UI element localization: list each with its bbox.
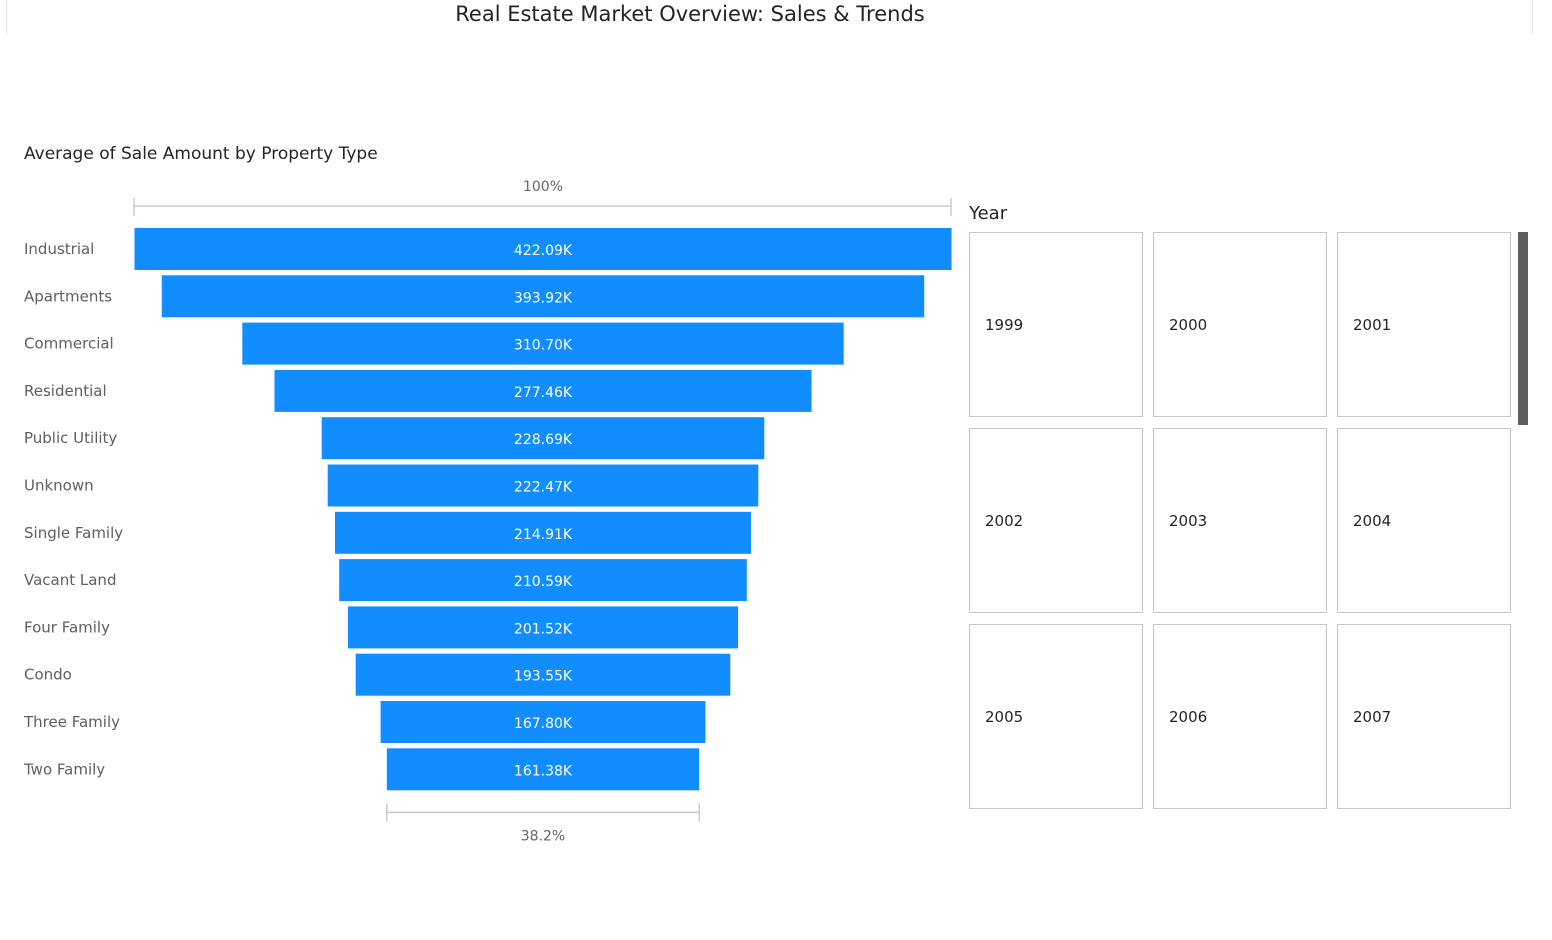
bar-data-label: 228.69K — [514, 432, 573, 448]
year-slicer: 1999 2000 2001 2002 2003 2004 2005 2006 … — [969, 232, 1511, 809]
category-label: Vacant Land — [24, 571, 116, 589]
page-frame — [6, 0, 1533, 34]
bottom-percent-bracket: 38.2% — [386, 803, 700, 844]
funnel-bar[interactable] — [335, 511, 751, 554]
bar-data-label: 214.91K — [514, 527, 573, 543]
year-tile[interactable]: 2004 — [1337, 428, 1511, 613]
year-tile[interactable]: 2003 — [1153, 428, 1327, 613]
year-tile[interactable]: 1999 — [969, 232, 1143, 417]
category-label: Public Utility — [24, 429, 117, 447]
bar-data-label: 393.92K — [514, 290, 573, 306]
slicer-scrollbar[interactable] — [1518, 232, 1528, 425]
bar-data-label: 222.47K — [514, 480, 573, 496]
bottom-percent-label: 38.2% — [521, 828, 565, 844]
bar-data-label: 210.59K — [514, 574, 573, 590]
category-label: Single Family — [24, 524, 123, 542]
category-label: Industrial — [24, 240, 94, 258]
top-percent-label: 100% — [523, 179, 563, 195]
category-label: Unknown — [24, 477, 94, 495]
funnel-bar[interactable] — [321, 417, 765, 460]
bar-data-label: 193.55K — [514, 669, 573, 685]
funnel-bar[interactable] — [327, 464, 759, 507]
category-label: Commercial — [24, 335, 114, 353]
top-percent-bracket: 100% — [133, 179, 952, 216]
funnel-bar[interactable] — [380, 701, 706, 743]
year-tile[interactable]: 2007 — [1337, 624, 1511, 809]
bar-data-label: 161.38K — [514, 763, 573, 779]
funnel-bar[interactable] — [386, 748, 700, 791]
funnel-bar[interactable] — [347, 606, 739, 649]
year-slicer-title: Year — [969, 203, 1008, 224]
funnel-chart-title: Average of Sale Amount by Property Type — [24, 144, 378, 164]
funnel-bar[interactable] — [134, 228, 952, 270]
bar-data-label: 422.09K — [514, 243, 573, 259]
funnel-bars: Industrial 422.09K Apartments 393.92K Commer… — [23, 228, 952, 791]
category-label: Condo — [24, 666, 72, 684]
funnel-bar[interactable] — [274, 369, 812, 412]
funnel-bar[interactable] — [339, 559, 747, 602]
year-tile[interactable]: 2001 — [1337, 232, 1511, 417]
category-label: Four Family — [24, 618, 110, 636]
category-label: Two Family — [23, 760, 105, 778]
category-label: Three Family — [23, 713, 120, 731]
bar-data-label: 201.52K — [514, 621, 573, 637]
year-tile[interactable]: 2005 — [969, 624, 1143, 809]
bar-data-label: 167.80K — [514, 716, 573, 732]
year-tile[interactable]: 2000 — [1153, 232, 1327, 417]
year-tile[interactable]: 2002 — [969, 428, 1143, 613]
year-tile[interactable]: 2006 — [1153, 624, 1327, 809]
funnel-bar[interactable] — [161, 275, 925, 318]
category-label: Apartments — [24, 287, 112, 305]
bar-data-label: 277.46K — [514, 385, 573, 401]
bar-data-label: 310.70K — [514, 338, 573, 354]
report-title: Real Estate Market Overview: Sales & Tre… — [455, 2, 925, 26]
category-label: Residential — [24, 382, 107, 400]
funnel-bar[interactable] — [242, 322, 844, 365]
funnel-chart: 100% Industrial 422.09K Apartments 393.92K C… — [23, 179, 952, 844]
funnel-bar[interactable] — [355, 653, 731, 696]
